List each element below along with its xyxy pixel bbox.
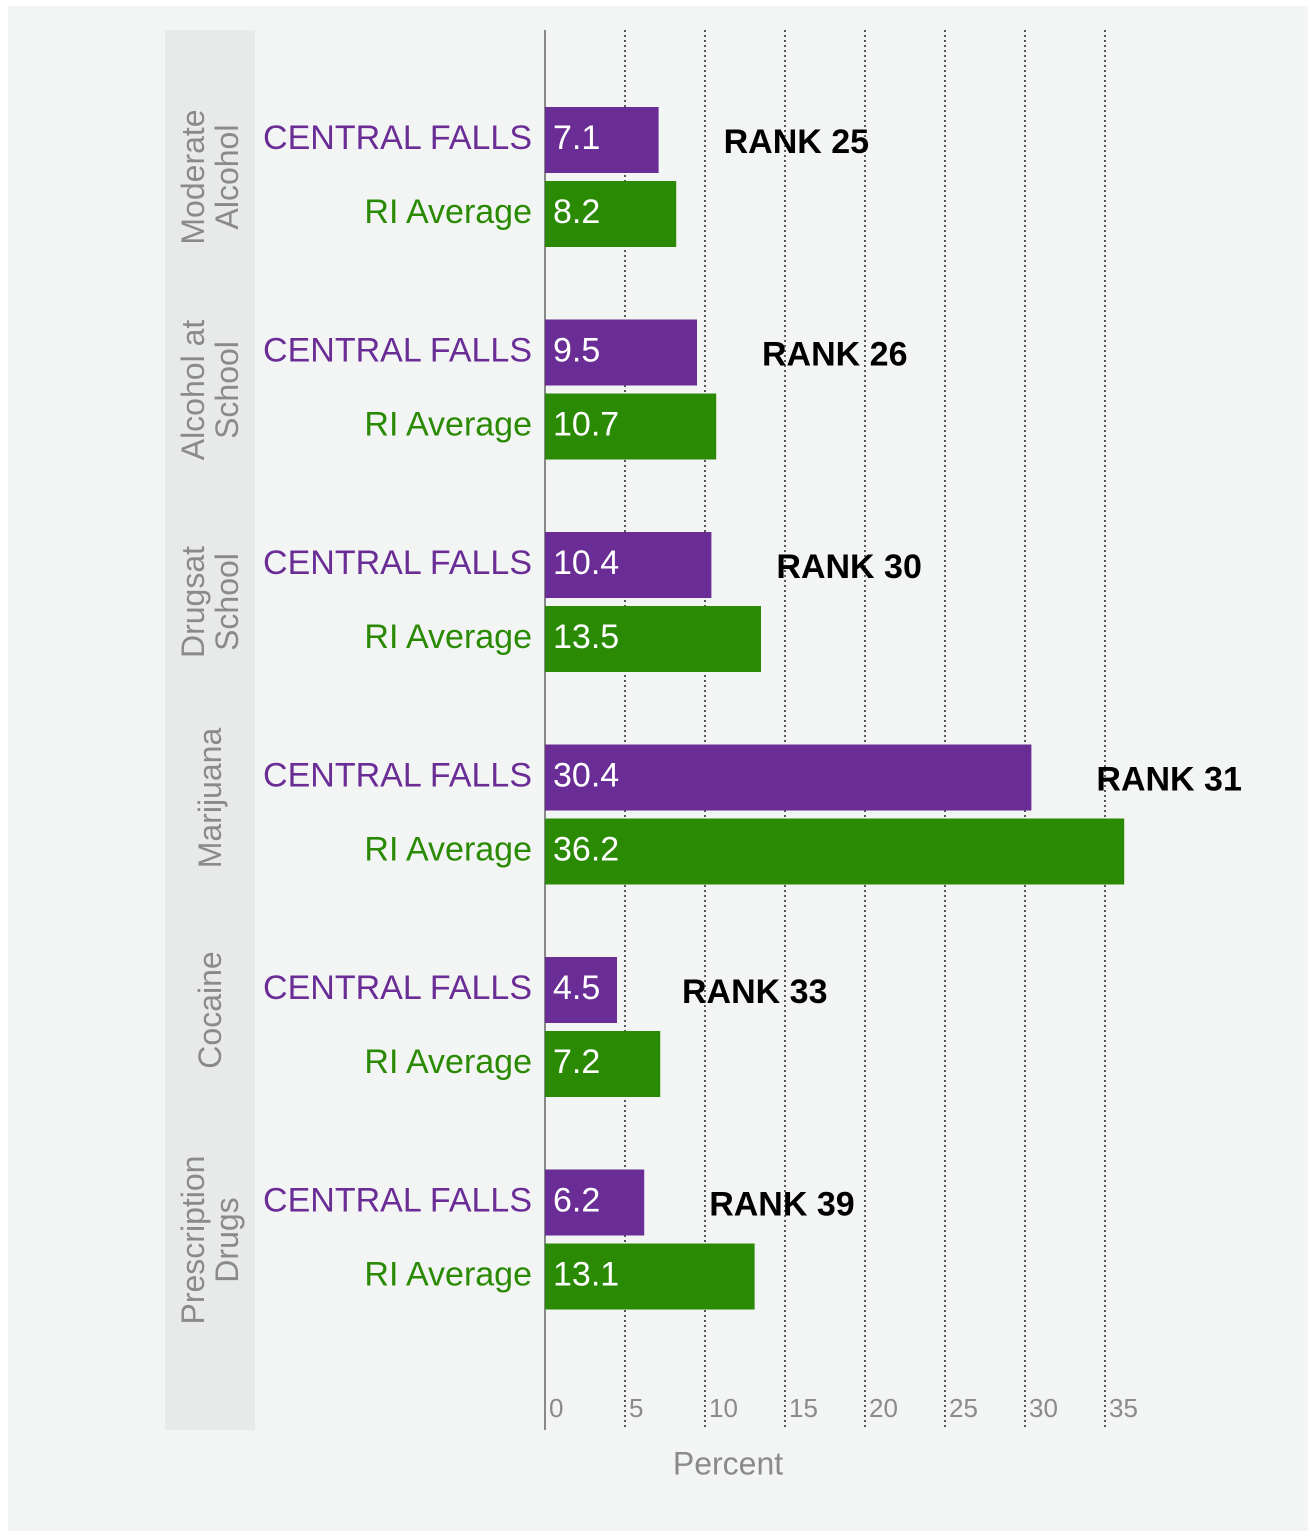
series-label: RI Average <box>364 1255 532 1293</box>
x-tick-label: 35 <box>1109 1393 1138 1423</box>
value-label: 10.4 <box>553 544 619 582</box>
value-label: 30.4 <box>553 756 619 794</box>
value-label: 13.1 <box>553 1255 619 1293</box>
series-label: CENTRAL FALLS <box>263 331 532 369</box>
bar <box>545 319 697 386</box>
value-label: 7.2 <box>553 1043 600 1081</box>
x-tick-label: 25 <box>949 1393 978 1423</box>
category-panel <box>165 30 255 1430</box>
series-label: RI Average <box>364 193 532 231</box>
bar <box>545 957 617 1023</box>
value-label: 8.2 <box>553 193 600 231</box>
annotation: RANK 25 <box>724 123 869 161</box>
annotation: RANK 30 <box>776 548 921 586</box>
bar <box>545 1243 755 1310</box>
annotation: RANK 39 <box>709 1185 854 1223</box>
x-tick-label: 0 <box>549 1393 563 1423</box>
bar <box>545 818 1125 885</box>
series-label: CENTRAL FALLS <box>263 119 532 157</box>
series-label: CENTRAL FALLS <box>263 1181 532 1219</box>
value-label: 10.7 <box>553 405 619 443</box>
value-label: 4.5 <box>553 969 600 1007</box>
annotation: RANK 33 <box>682 973 827 1011</box>
series-label: RI Average <box>364 830 532 868</box>
bar <box>545 532 712 598</box>
bar <box>545 744 1032 811</box>
category-label: Marijuana <box>192 727 228 868</box>
series-label: CENTRAL FALLS <box>263 756 532 794</box>
value-label: 6.2 <box>553 1181 600 1219</box>
x-tick-label: 15 <box>789 1393 818 1423</box>
bar <box>545 606 761 672</box>
category-label: Alcohol at School <box>175 319 245 460</box>
category-label: Cocaine <box>192 951 228 1069</box>
series-label: RI Average <box>364 405 532 443</box>
series-label: RI Average <box>364 618 532 656</box>
value-label: 7.1 <box>553 119 600 157</box>
value-label: 9.5 <box>553 331 600 369</box>
category-label: Moderate Alcohol <box>175 109 245 245</box>
series-label: CENTRAL FALLS <box>263 544 532 582</box>
x-tick-label: 5 <box>629 1393 643 1423</box>
x-tick-label: 10 <box>709 1393 738 1423</box>
category-label: Prescription Drugs <box>175 1155 245 1324</box>
x-tick-label: 30 <box>1029 1393 1058 1423</box>
series-label: RI Average <box>364 1043 532 1081</box>
bar <box>545 107 659 173</box>
annotation: RANK 26 <box>762 335 907 373</box>
bar <box>545 393 717 460</box>
bar <box>545 1031 661 1097</box>
bar <box>545 1169 645 1236</box>
bar <box>545 181 677 247</box>
annotation: RANK 31 <box>1096 760 1241 798</box>
value-label: 36.2 <box>553 830 619 868</box>
value-label: 13.5 <box>553 618 619 656</box>
category-label: Drugsat School <box>175 545 245 659</box>
series-label: CENTRAL FALLS <box>263 969 532 1007</box>
x-tick-label: 20 <box>869 1393 898 1423</box>
x-axis-label: Percent <box>673 1445 783 1481</box>
